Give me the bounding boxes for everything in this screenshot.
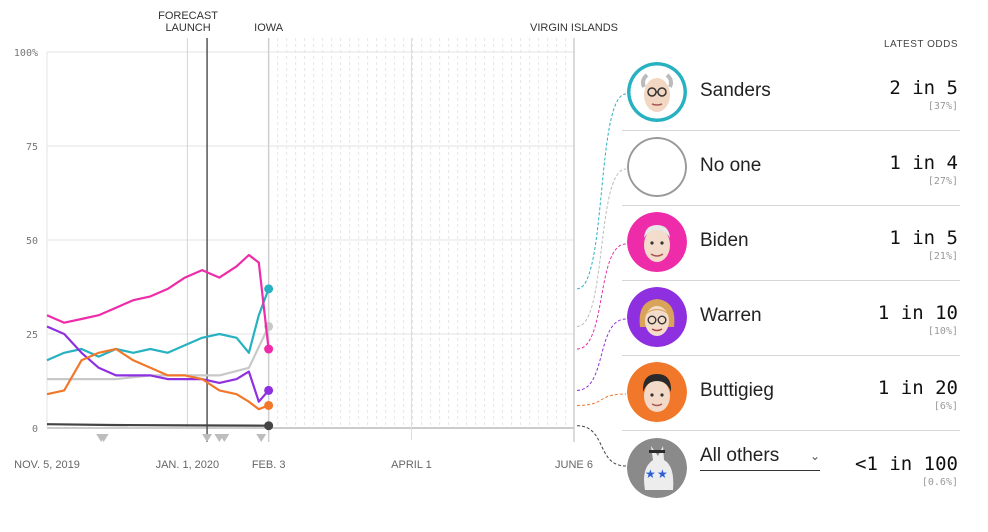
- candidate-odds: 1 in 5: [889, 227, 958, 249]
- y-tick-label: 0: [32, 424, 38, 435]
- legend-connector-biden: [576, 243, 627, 350]
- legend-connector-warren: [576, 318, 627, 391]
- candidate-pct: [10%]: [927, 326, 958, 337]
- candidate-row-warren[interactable]: Warren 1 in 10 [10%]: [622, 281, 960, 356]
- primary-marker: [98, 434, 109, 442]
- candidate-name: Sanders: [700, 80, 771, 101]
- y-tick-label: 100%: [14, 48, 38, 59]
- y-tick-label: 25: [26, 330, 38, 341]
- primary-marker: [202, 434, 213, 442]
- candidate-name: No one: [700, 155, 762, 176]
- series-end-dot-biden: [264, 344, 274, 354]
- series-end-dot-all_others: [264, 421, 274, 431]
- candidate-row-sanders[interactable]: Sanders 2 in 5 [37%]: [622, 56, 960, 131]
- candidate-row-biden[interactable]: Biden 1 in 5 [21%]: [622, 206, 960, 281]
- primary-markers: [96, 434, 267, 442]
- candidate-odds: 1 in 20: [877, 377, 958, 399]
- row-divider: [622, 355, 960, 356]
- row-divider: [622, 280, 960, 281]
- series-lines: [46, 253, 274, 431]
- legend-connector-no_one: [576, 168, 627, 327]
- event-label: IOWA: [254, 22, 284, 34]
- x-tick-label: APRIL 1: [391, 459, 432, 471]
- series-line-sanders: [46, 288, 270, 362]
- legend-connector-buttigieg: [576, 393, 627, 406]
- series-end-dot-buttigieg: [264, 400, 274, 410]
- empty-circle-icon: [627, 137, 687, 197]
- candidate-name: All others: [700, 445, 780, 466]
- candidate-pct: [37%]: [927, 101, 958, 112]
- x-tick-label: JAN. 1, 2020: [156, 459, 220, 471]
- series-line-biden: [46, 253, 270, 350]
- candidate-pct: [27%]: [927, 176, 958, 187]
- chevron-down-icon: ⌄: [809, 449, 820, 463]
- candidate-odds: 1 in 4: [889, 152, 958, 174]
- all-others-dropdown[interactable]: All others ⌄: [700, 445, 820, 471]
- x-tick-label: FEB. 3: [252, 459, 286, 471]
- candidate-row-all-others[interactable]: ★ ★ All others ⌄ <1 in 100 [0.6%]: [622, 432, 960, 507]
- series-line-all_others: [46, 423, 269, 427]
- candidate-pct: [21%]: [927, 251, 958, 262]
- biden-portrait-icon: [627, 212, 687, 272]
- series-end-dot-warren: [264, 385, 274, 395]
- series-line-buttigieg: [46, 347, 269, 411]
- event-label: LAUNCH: [165, 22, 210, 34]
- candidate-odds: 1 in 10: [877, 302, 958, 324]
- row-divider: [622, 430, 960, 431]
- y-axis: 100% 75 50 25 0: [14, 48, 38, 435]
- candidate-name: Biden: [700, 230, 749, 251]
- sanders-portrait-icon: [627, 62, 687, 122]
- candidate-name: Warren: [700, 305, 762, 326]
- candidate-odds: <1 in 100: [855, 453, 958, 475]
- candidate-pct: [0.6%]: [921, 477, 958, 488]
- primary-marker: [219, 434, 230, 442]
- legend-connector-sanders: [576, 93, 627, 290]
- candidate-odds: 2 in 5: [889, 77, 958, 99]
- x-axis: NOV. 5, 2019 JAN. 1, 2020 FEB. 3 APRIL 1 JUN…: [14, 38, 593, 471]
- primary-marker: [256, 434, 267, 442]
- svg-text:★: ★: [657, 467, 668, 481]
- x-tick-label: JUNE 6: [555, 459, 593, 471]
- warren-portrait-icon: [627, 287, 687, 347]
- x-tick-label: NOV. 5, 2019: [14, 459, 80, 471]
- buttigieg-portrait-icon: [627, 362, 687, 422]
- candidate-row-buttigieg[interactable]: Buttigieg 1 in 20 [6%]: [622, 356, 960, 431]
- candidate-pct: [6%]: [933, 401, 958, 412]
- y-tick-label: 50: [26, 236, 38, 247]
- event-label: VIRGIN ISLANDS: [530, 22, 618, 34]
- latest-odds-header: LATEST ODDS: [883, 39, 958, 50]
- y-tick-label: 75: [26, 142, 38, 153]
- candidate-row-no-one[interactable]: No one 1 in 4 [27%]: [622, 131, 960, 206]
- event-label: FORECAST: [158, 10, 218, 22]
- candidate-name: Buttigieg: [700, 380, 774, 401]
- row-divider: [622, 130, 960, 131]
- chart-grid: [46, 51, 574, 429]
- row-divider: [622, 205, 960, 206]
- legend-connectors: [576, 93, 627, 467]
- future-date-markers: [277, 38, 567, 428]
- series-end-dot-sanders: [264, 284, 274, 294]
- donkey-icon: ★ ★: [627, 438, 687, 498]
- svg-text:★: ★: [645, 467, 656, 481]
